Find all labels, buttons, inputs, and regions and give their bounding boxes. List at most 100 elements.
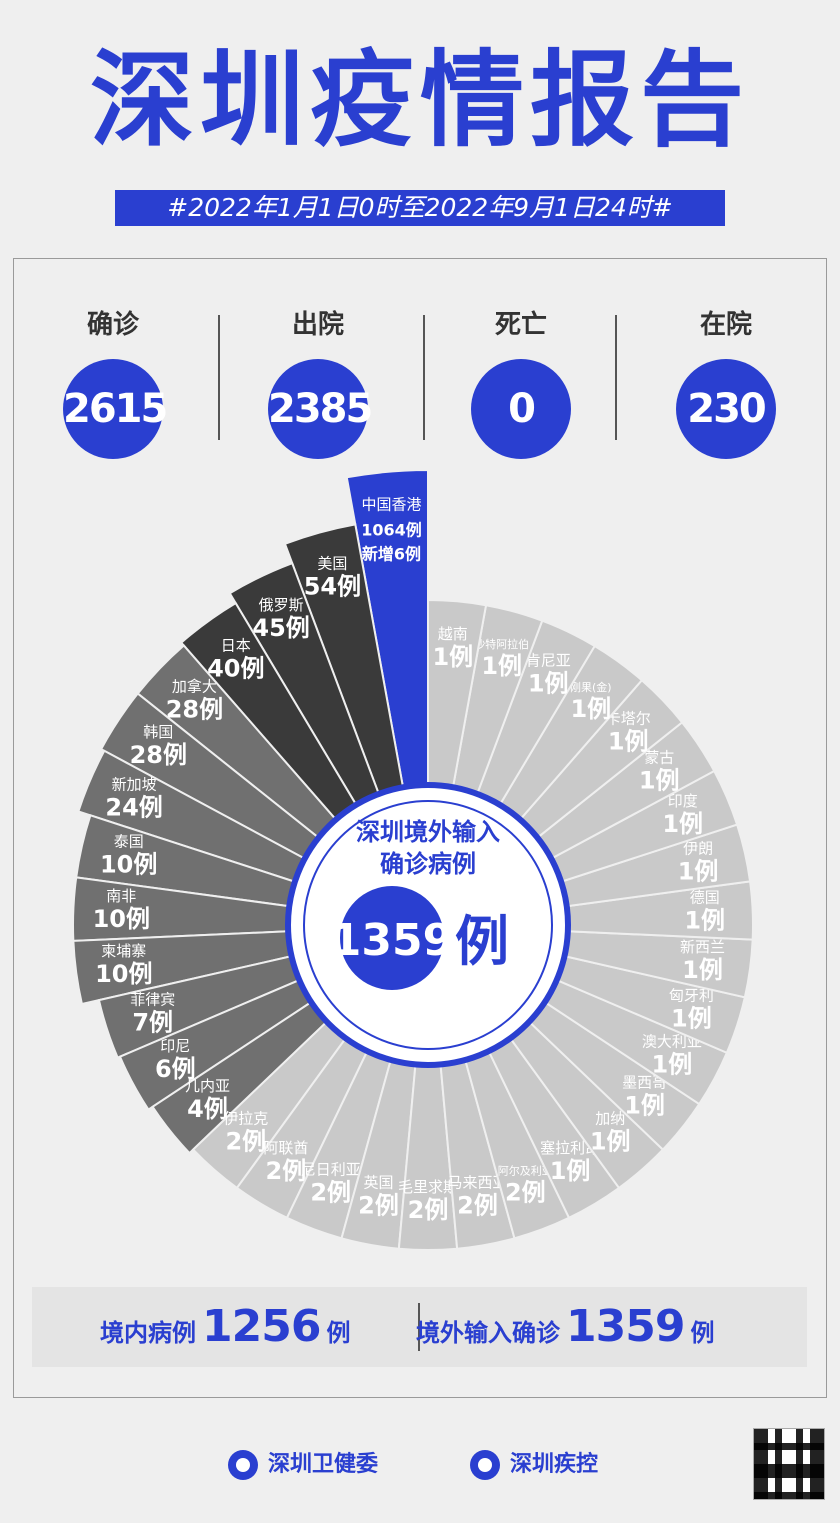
bar-category-label: 几内亚	[185, 1077, 230, 1095]
bar-category-label: 肯尼亚	[526, 651, 571, 669]
footer-org1-name: 深圳卫健委	[268, 1452, 379, 1477]
bar-value-label: 2例	[457, 1192, 498, 1220]
highlight-note: 新增6例	[362, 545, 421, 564]
bar-value-label: 1例	[662, 810, 703, 838]
bar-category-label: 美国	[317, 555, 347, 573]
center-line1: 深圳境外输入	[356, 818, 500, 846]
bar-category-label: 匈牙利	[669, 987, 714, 1005]
bar-value-label: 54例	[304, 573, 361, 601]
bar-value-label: 24例	[105, 793, 162, 821]
cdc-logo-icon	[470, 1450, 500, 1480]
summary-domestic-unit: 例	[326, 1319, 351, 1347]
summary-imported-unit: 例	[690, 1319, 715, 1347]
stat-hospitalized: 在院 230	[626, 305, 826, 459]
divider	[218, 315, 220, 440]
bar-value-label: 28例	[166, 696, 223, 724]
bar-category-label: 阿尔及利亚	[498, 1164, 553, 1177]
bar-value-label: 2例	[505, 1178, 546, 1206]
summary-domestic-label: 境内病例	[100, 1319, 196, 1347]
bar-category-label: 俄罗斯	[259, 596, 304, 614]
summary-domestic-value: 1256	[202, 1301, 321, 1352]
bar-category-label: 尼日利亚	[301, 1160, 361, 1178]
bar-category-label: 刚果(金)	[570, 680, 612, 694]
bar-value-label: 1例	[608, 728, 649, 756]
stat-label: 出院	[291, 310, 344, 340]
bar-value-label: 1例	[528, 669, 569, 697]
bar-category-label: 澳大利亚	[642, 1032, 702, 1050]
bar-value-label: 28例	[130, 741, 187, 769]
bar-category-label: 韩国	[143, 723, 173, 741]
bar-category-label: 沙特阿拉伯	[474, 637, 529, 651]
bar-category-label: 塞拉利昂	[540, 1139, 600, 1157]
summary-imported-value: 1359	[566, 1301, 685, 1352]
center-unit: 例	[455, 910, 509, 973]
bar-category-label: 泰国	[114, 833, 144, 851]
bar-value-label: 1例	[639, 766, 680, 794]
bar-category-label: 蒙古	[644, 748, 674, 766]
bar-value-label: 1例	[671, 1005, 712, 1033]
center-value: 1359	[331, 915, 453, 966]
stat-discharged: 出院 2385	[218, 305, 418, 459]
summary-imported-label: 境外输入确诊	[416, 1319, 560, 1347]
bar-value-label: 40例	[207, 655, 264, 683]
bar-value-label: 45例	[252, 614, 309, 642]
bar-value-label: 7例	[132, 1009, 173, 1037]
radial-bar-chart: 中国香港1064例新增6例美国54例俄罗斯45例日本40例加拿大28例韩国28例…	[72, 468, 755, 1251]
bar-category-label: 越南	[438, 625, 468, 643]
summary-divider	[418, 1303, 420, 1351]
footer-org2: 深圳疾控	[470, 1445, 598, 1485]
bar-value-label: 1例	[682, 956, 723, 984]
footer-org2-name: 深圳疾控	[510, 1452, 599, 1477]
bar-category-label: 加纳	[595, 1110, 625, 1128]
bar-category-label: 伊拉克	[223, 1110, 268, 1128]
bar-value-label: 1例	[570, 695, 611, 723]
bar-value-label: 10例	[95, 960, 152, 988]
bar-category-label: 中国香港	[361, 496, 421, 514]
bar-category-label: 新西兰	[680, 938, 725, 956]
bar-value-label: 1例	[550, 1157, 591, 1185]
bar-category-label: 柬埔寨	[101, 942, 146, 960]
center-badge: 深圳境外输入 确诊病例 1359 例	[285, 782, 571, 1068]
health-commission-logo-icon	[228, 1450, 258, 1480]
bar-category-label: 阿联酋	[263, 1139, 308, 1157]
bar-category-label: 墨西哥	[622, 1074, 667, 1092]
center-line2: 确诊病例	[380, 850, 476, 878]
bar-value-label: 2例	[225, 1128, 266, 1156]
bar-value-label: 1例	[684, 907, 725, 935]
bar-category-label: 马来西亚	[447, 1174, 507, 1192]
bar-value-label: 1例	[678, 857, 719, 885]
bar-category-label: 毛里求斯	[398, 1178, 458, 1196]
divider	[423, 315, 425, 440]
stat-deaths: 死亡 0	[421, 305, 621, 459]
bar-value-label: 1例	[652, 1050, 693, 1078]
bar-category-label: 加拿大	[172, 678, 217, 696]
bar-value-label: 1例	[432, 643, 473, 671]
center-inner-ring	[303, 800, 553, 1050]
bar-category-label: 南非	[106, 887, 136, 905]
bar-value-label: 1例	[590, 1128, 631, 1156]
chart-bars: 中国香港1064例新增6例美国54例俄罗斯45例日本40例加拿大28例韩国28例…	[72, 468, 755, 1251]
bar-category-label: 印尼	[160, 1037, 190, 1055]
footer-org1: 深圳卫健委	[228, 1445, 378, 1485]
stat-value: 0	[471, 359, 571, 459]
bar-value-label: 2例	[310, 1178, 351, 1206]
bar-value-label: 1例	[481, 652, 522, 680]
page-title: 深圳疫情报告	[89, 39, 750, 161]
stat-confirmed: 确诊 2615	[13, 305, 213, 459]
bar-category-label: 卡塔尔	[606, 710, 651, 728]
divider	[615, 315, 617, 440]
qr-code-icon[interactable]	[753, 1428, 825, 1500]
bar-value-label: 1064例	[361, 521, 422, 540]
bar-value-label: 4例	[187, 1095, 228, 1123]
bar-value-label: 2例	[358, 1192, 399, 1220]
stat-label: 死亡	[494, 310, 547, 340]
bar-category-label: 英国	[363, 1174, 393, 1192]
stat-value: 2615	[63, 359, 168, 459]
bar-value-label: 6例	[155, 1055, 196, 1083]
summary-domestic: 境内病例 1256 例	[100, 1287, 350, 1367]
bar-value-label: 10例	[100, 851, 157, 879]
period-text: #2022年1月1日0时至2022年9月1日24时#	[167, 193, 673, 222]
center-value-circle	[340, 886, 444, 990]
bar-category-label: 日本	[221, 637, 251, 655]
summary-bar: 境内病例 1256 例 境外输入确诊 1359 例	[32, 1287, 807, 1367]
